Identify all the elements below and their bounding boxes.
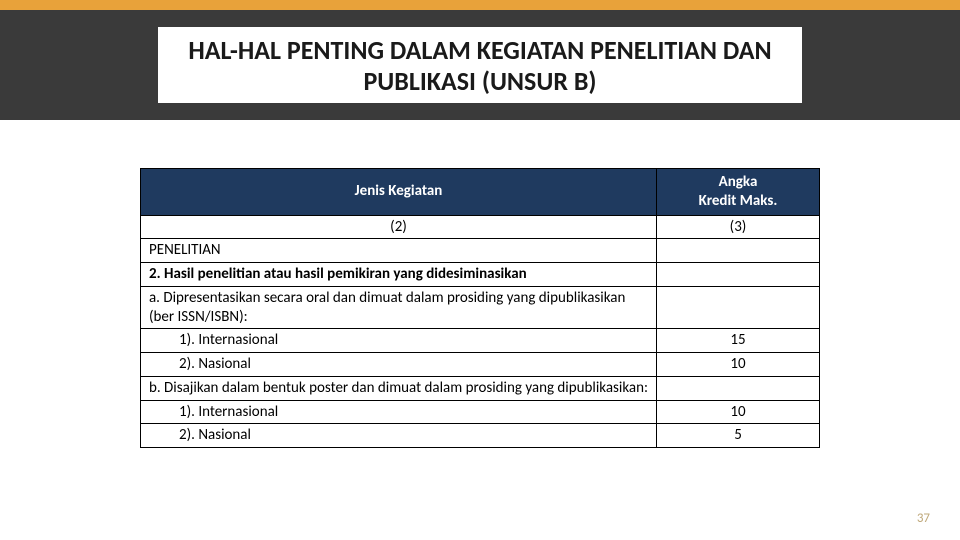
cell-kredit — [657, 263, 820, 287]
table-row: 2. Hasil penelitian atau hasil pemikiran… — [141, 263, 820, 287]
cell-kredit — [657, 239, 820, 263]
table-subheader-row: (2) (3) — [141, 215, 820, 239]
table-row: 1). Internasional15 — [141, 329, 820, 353]
cell-kredit: 10 — [657, 353, 820, 377]
cell-kredit — [657, 286, 820, 329]
table-container: Jenis Kegiatan Angka Kredit Maks. (2) (3… — [0, 120, 960, 448]
cell-kegiatan: b. Disajikan dalam bentuk poster dan dim… — [141, 376, 657, 400]
credit-table: Jenis Kegiatan Angka Kredit Maks. (2) (3… — [140, 168, 820, 448]
accent-bar — [0, 0, 960, 10]
header-angka-line2: Kredit Maks. — [699, 192, 778, 210]
table-header-row: Jenis Kegiatan Angka Kredit Maks. — [141, 169, 820, 216]
title-box: HAL-HAL PENTING DALAM KEGIATAN PENELITIA… — [158, 27, 801, 103]
title-banner: HAL-HAL PENTING DALAM KEGIATAN PENELITIA… — [0, 10, 960, 120]
table-row: 1). Internasional10 — [141, 400, 820, 424]
cell-kegiatan: 2). Nasional — [141, 353, 657, 377]
cell-kredit: 5 — [657, 424, 820, 448]
cell-kegiatan: 2). Nasional — [141, 424, 657, 448]
table-row: b. Disajikan dalam bentuk poster dan dim… — [141, 376, 820, 400]
cell-kegiatan: a. Dipresentasikan secara oral dan dimua… — [141, 286, 657, 329]
table-row: 2). Nasional5 — [141, 424, 820, 448]
table-body: (2) (3) PENELITIAN2. Hasil penelitian at… — [141, 215, 820, 448]
header-angka-kredit: Angka Kredit Maks. — [657, 169, 820, 216]
table-row: 2). Nasional10 — [141, 353, 820, 377]
page-number: 37 — [917, 511, 930, 526]
cell-kredit: 15 — [657, 329, 820, 353]
cell-kegiatan: PENELITIAN — [141, 239, 657, 263]
cell-kredit: 10 — [657, 400, 820, 424]
table-row: PENELITIAN — [141, 239, 820, 263]
cell-kredit — [657, 376, 820, 400]
cell-kegiatan: 1). Internasional — [141, 400, 657, 424]
table-row: a. Dipresentasikan secara oral dan dimua… — [141, 286, 820, 329]
slide-title-line1: HAL-HAL PENTING DALAM KEGIATAN PENELITIA… — [188, 35, 771, 66]
header-angka-line1: Angka — [719, 173, 758, 191]
header-jenis-kegiatan: Jenis Kegiatan — [141, 169, 657, 216]
slide-title-line2: PUBLIKASI (UNSUR B) — [188, 66, 771, 97]
cell-kegiatan: 2. Hasil penelitian atau hasil pemikiran… — [141, 263, 657, 287]
subheader-col2: (3) — [657, 215, 820, 239]
subheader-col1: (2) — [141, 215, 657, 239]
cell-kegiatan: 1). Internasional — [141, 329, 657, 353]
